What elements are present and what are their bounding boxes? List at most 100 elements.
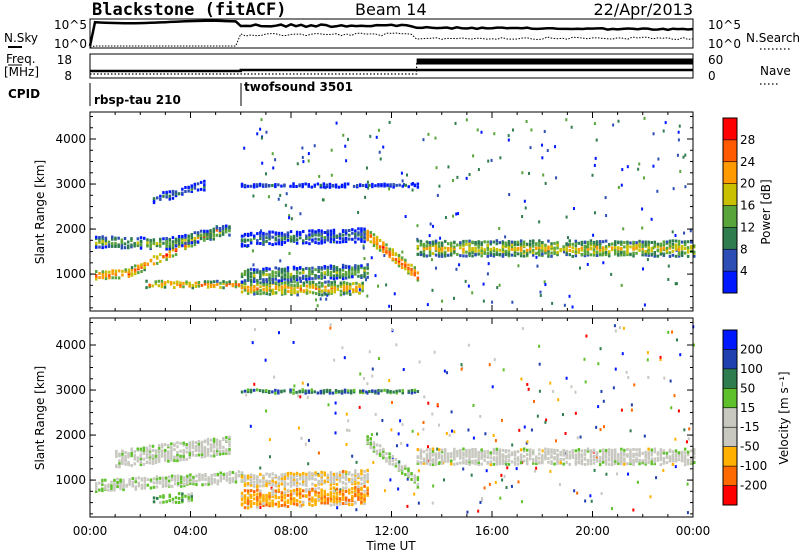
echo-cell	[338, 497, 342, 501]
echo-cell	[541, 156, 544, 160]
echo-cell	[474, 452, 477, 456]
echo-cell	[623, 448, 626, 452]
echo-cell	[489, 242, 492, 246]
echo-cell	[604, 448, 608, 452]
echo-cell	[292, 185, 295, 188]
echo-cell	[395, 183, 398, 187]
echo-cell	[151, 449, 155, 452]
echo-cell	[321, 281, 324, 285]
echo-cell	[538, 362, 541, 366]
echo-cell	[603, 425, 606, 429]
echo-cell	[314, 276, 317, 280]
echo-cell	[246, 238, 250, 242]
echo-cell	[265, 479, 268, 483]
echo-cell	[516, 243, 520, 246]
echo-cell	[686, 240, 690, 244]
echo-cell	[434, 266, 437, 270]
echo-cell	[216, 279, 219, 283]
echo-cell	[686, 511, 689, 515]
echo-cell	[329, 326, 332, 330]
echo-cell	[222, 474, 225, 478]
echo-cell	[528, 171, 531, 175]
echo-cell	[583, 249, 587, 252]
echo-cell	[225, 448, 228, 452]
echo-cell	[422, 246, 426, 250]
echo-cell	[534, 469, 537, 473]
echo-cell	[360, 264, 363, 268]
echo-cell	[292, 497, 296, 501]
echo-cell	[562, 452, 565, 455]
echo-cell	[592, 248, 596, 252]
echo-cell	[185, 446, 188, 450]
echo-cell	[289, 238, 293, 241]
echo-cell	[271, 270, 274, 274]
echo-cell	[256, 292, 259, 295]
echo-cell	[677, 451, 681, 455]
colorbar-tick-label: 4	[740, 264, 748, 278]
echo-cell	[124, 268, 127, 272]
echo-cell	[253, 285, 256, 288]
echo-cell	[234, 472, 238, 476]
echo-cell	[262, 240, 265, 244]
echo-cell	[351, 487, 354, 490]
echo-cell	[157, 453, 161, 457]
echo-cell	[495, 248, 499, 251]
echo-cell	[185, 443, 188, 446]
echo-cell	[159, 495, 162, 499]
echo-cell	[101, 271, 105, 275]
echo-cell	[480, 243, 483, 247]
echo-cell	[690, 449, 693, 453]
echo-cell	[198, 475, 201, 478]
echo-cell	[480, 448, 483, 452]
echo-cell	[341, 489, 345, 493]
echo-cell	[118, 465, 121, 469]
echo-cell	[321, 289, 324, 293]
echo-cell	[665, 451, 669, 455]
echo-cell	[674, 449, 678, 453]
echo-cell	[437, 249, 441, 252]
echo-cell	[397, 460, 401, 464]
echo-cell	[243, 285, 247, 289]
echo-cell	[592, 253, 596, 257]
echo-cell	[125, 483, 128, 487]
echo-cell	[295, 474, 299, 477]
echo-cell	[207, 478, 210, 482]
nsky-trace	[88, 19, 694, 47]
echo-cell	[231, 477, 235, 480]
echo-cell	[240, 280, 244, 284]
echo-cell	[336, 284, 340, 288]
echo-cell	[592, 233, 595, 237]
echo-cell	[262, 267, 265, 271]
echo-cell	[299, 266, 302, 270]
echo-cell	[359, 372, 362, 376]
echo-cell	[580, 449, 584, 453]
echo-cell	[369, 437, 372, 441]
echo-cell	[174, 192, 178, 196]
echo-cell	[302, 241, 305, 245]
echo-cell	[127, 274, 131, 278]
echo-cell	[197, 284, 201, 288]
echo-cell	[206, 282, 210, 286]
echo-cell	[614, 240, 617, 244]
echo-cell	[668, 254, 672, 258]
echo-cell	[677, 239, 681, 243]
echo-cell	[580, 240, 584, 244]
echo-cell	[249, 267, 253, 271]
echo-cell	[302, 160, 305, 164]
echo-cell	[375, 235, 379, 239]
echo-cell	[550, 242, 553, 246]
echo-cell	[659, 355, 662, 359]
echo-cell	[388, 187, 391, 191]
echo-cell	[114, 276, 118, 280]
echo-cell	[498, 450, 502, 454]
echo-cell	[268, 278, 271, 282]
echo-cell	[319, 185, 323, 189]
echo-cell	[326, 497, 329, 501]
echo-cell	[611, 451, 614, 455]
echo-cell	[583, 463, 587, 466]
echo-cell	[304, 389, 307, 393]
echo-cell	[191, 283, 194, 287]
echo-cell	[388, 120, 391, 124]
echo-cell	[644, 462, 647, 466]
